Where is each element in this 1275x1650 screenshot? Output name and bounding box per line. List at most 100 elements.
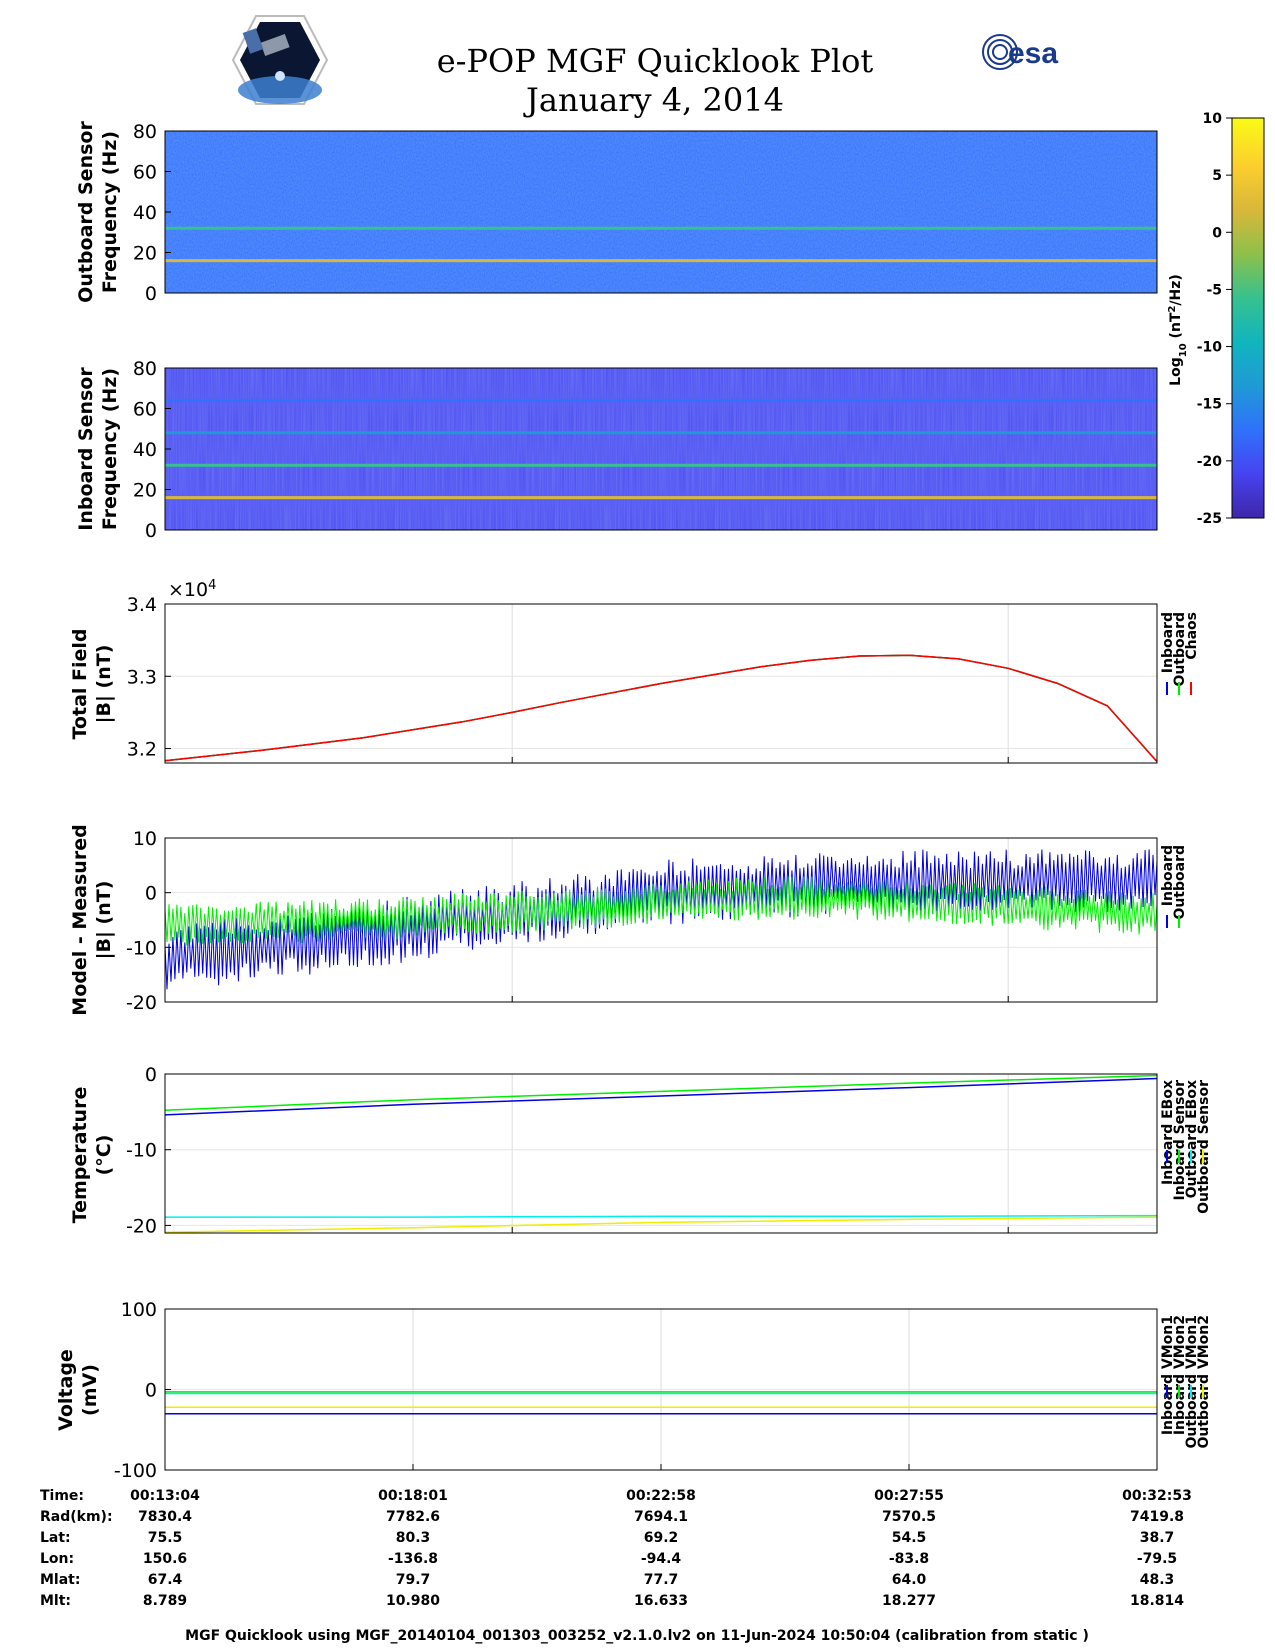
ephemeris-row-label: Rad(km):	[40, 1509, 113, 1525]
ephemeris-cell: 69.2	[644, 1530, 679, 1546]
legend-entry: Chaos	[1184, 612, 1200, 660]
ytick-label: 0	[145, 283, 157, 305]
ephemeris-cell: 48.3	[1140, 1572, 1175, 1588]
ephemeris-cell: 00:32:53	[1122, 1488, 1192, 1504]
spectrogram-outboard: 80 60 40 20 0 Outboard Sensor Frequency (Hz)	[75, 121, 1158, 305]
colorbar-tick-label: -25	[1197, 511, 1222, 527]
ephemeris-cell: 16.633	[634, 1593, 688, 1609]
ephemeris-cell: 79.7	[396, 1572, 431, 1588]
ytick-label: 40	[133, 439, 157, 461]
legend-entry: Outboard	[1172, 612, 1188, 687]
ephemeris-cell: 38.7	[1140, 1530, 1175, 1546]
ytick-label: 80	[133, 358, 157, 380]
ephemeris-cell: 80.3	[396, 1530, 431, 1546]
temperature-ylabel-2: (°C)	[93, 1135, 115, 1176]
ytick-label: 60	[133, 162, 157, 184]
ytick-label: 40	[133, 202, 157, 224]
colorbar-tick-label: -5	[1206, 282, 1222, 298]
ephemeris-cell: 150.6	[143, 1551, 187, 1567]
voltage-grid	[165, 1308, 1157, 1471]
series-line	[164, 654, 1158, 763]
model-measured-ylabel-2: |B| (nT)	[93, 881, 115, 960]
series-line	[164, 1077, 1158, 1116]
spectrogram-inboard-ylabel-1: Inboard Sensor	[75, 367, 97, 531]
ephemeris-table: Time: Rad(km): Lat: Lon: Mlat: Mlt: 00:13:04 78…	[40, 1488, 1192, 1609]
chart-title: e-POP MGF Quicklook Plot	[437, 42, 874, 80]
legend-entry: Outboard EBox	[1184, 1080, 1200, 1198]
ephemeris-cell: 77.7	[644, 1572, 679, 1588]
colorbar-tick-label: -15	[1197, 397, 1222, 413]
temperature-lines	[164, 1074, 1158, 1233]
total-field-exponent: ×104	[168, 578, 216, 602]
ephemeris-cell: 7570.5	[882, 1509, 936, 1525]
temperature-yticks: 0 -10 -20	[126, 1064, 171, 1237]
colorbar-tick-label: -20	[1197, 454, 1223, 470]
spectrogram-outboard-ylabel-2: Frequency (Hz)	[99, 131, 121, 293]
model-measured-lines	[164, 849, 1158, 990]
legend-entry: Inboard	[1160, 612, 1176, 673]
legend-entry: Outboard VMon2	[1196, 1315, 1212, 1449]
ytick-label: -100	[114, 1460, 157, 1482]
ephemeris-cell: 18.814	[1130, 1593, 1184, 1609]
ytick-label: -10	[126, 937, 157, 959]
ephemeris-cell: 8.789	[143, 1593, 187, 1609]
voltage-yticks: 100 0 -100	[114, 1299, 171, 1482]
ytick-label: 100	[121, 1299, 157, 1321]
chart-subtitle: January 4, 2014	[523, 81, 784, 119]
ytick-label: 20	[133, 243, 157, 265]
ytick-label: -20	[126, 1215, 157, 1237]
ephemeris-cell: 54.5	[892, 1530, 927, 1546]
temperature-ylabel-1: Temperature	[69, 1087, 91, 1224]
series-line	[164, 1074, 1158, 1112]
model-measured-yticks: 10 0 -10 -20	[126, 828, 171, 1014]
colorbar-tick-label: -10	[1197, 340, 1223, 356]
voltage-ylabel-2: (mV)	[79, 1364, 101, 1416]
ephemeris-row-label: Time:	[40, 1488, 84, 1504]
ephemeris-cell: 7830.4	[138, 1509, 192, 1525]
colorbar-ticks: 10 5 0 -5 -10 -15 -20 -25	[1197, 111, 1232, 527]
voltage-ylabel-1: Voltage	[55, 1349, 77, 1431]
model-measured-panel: 10 0 -10 -20 Model - Measured |B| (nT) Inbo…	[69, 824, 1188, 1015]
colorbar-label: Log10 (nT2/Hz)	[1167, 274, 1189, 386]
legend-entry: Outboard Sensor	[1196, 1080, 1212, 1214]
ephemeris-row-label: Lat:	[40, 1530, 71, 1546]
spectrogram-outboard-noise	[165, 131, 1157, 293]
temperature-panel: 0 -10 -20 Temperature (°C) Inboard EBoxInb…	[69, 1064, 1212, 1237]
ephemeris-cell: 00:27:55	[874, 1488, 944, 1504]
ephemeris-row-label: Mlt:	[40, 1593, 71, 1609]
colorbar: 10 5 0 -5 -10 -15 -20 -25 Log10 (nT2/Hz)	[1167, 111, 1265, 527]
cassiope-logo	[231, 15, 329, 105]
legend-entry: Inboard VMon1	[1160, 1315, 1176, 1435]
spectrogram-outboard-bands	[165, 226, 1157, 263]
ephemeris-cell: -83.8	[889, 1551, 929, 1567]
legend-entry: Inboard VMon2	[1172, 1315, 1188, 1435]
total-field-lines	[164, 654, 1158, 763]
ephemeris-cell: 00:18:01	[378, 1488, 448, 1504]
ephemeris-cell: 7694.1	[634, 1509, 688, 1525]
colorbar-tick-label: 10	[1203, 111, 1223, 127]
ephemeris-cell: 18.277	[882, 1593, 936, 1609]
ytick-label: 60	[133, 399, 157, 421]
spectrogram-inboard-bands	[165, 398, 1157, 500]
series-line	[164, 876, 1158, 946]
total-field-yticks: 3.4 3.3 3.2	[127, 594, 171, 761]
temperature-grid	[165, 1073, 1157, 1233]
ephemeris-cell: -79.5	[1137, 1551, 1177, 1567]
spectrogram-outboard-ylabel-1: Outboard Sensor	[75, 121, 97, 303]
model-measured-ylabel-1: Model - Measured	[69, 824, 91, 1015]
ytick-label: 10	[133, 828, 157, 850]
ephemeris-cell: 00:22:58	[626, 1488, 696, 1504]
legend-entry: Inboard	[1160, 845, 1176, 906]
ytick-label: -10	[126, 1140, 157, 1162]
voltage-lines	[165, 1391, 1157, 1415]
legend-entry: Inboard Sensor	[1172, 1080, 1188, 1201]
ephemeris-cell: 00:13:04	[130, 1488, 200, 1504]
ephemeris-cell: 7782.6	[386, 1509, 440, 1525]
esa-logo: esa	[982, 34, 1058, 70]
spectrogram-inboard-noise	[165, 368, 1157, 530]
series-line	[164, 849, 1158, 990]
